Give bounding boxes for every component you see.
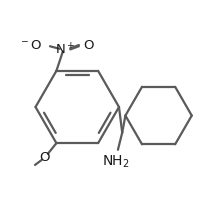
Text: $^-$O: $^-$O [19, 39, 43, 52]
Text: O: O [39, 151, 50, 163]
Text: O: O [83, 39, 94, 52]
Text: NH$_2$: NH$_2$ [102, 154, 130, 171]
Text: N$^+$: N$^+$ [55, 42, 75, 57]
